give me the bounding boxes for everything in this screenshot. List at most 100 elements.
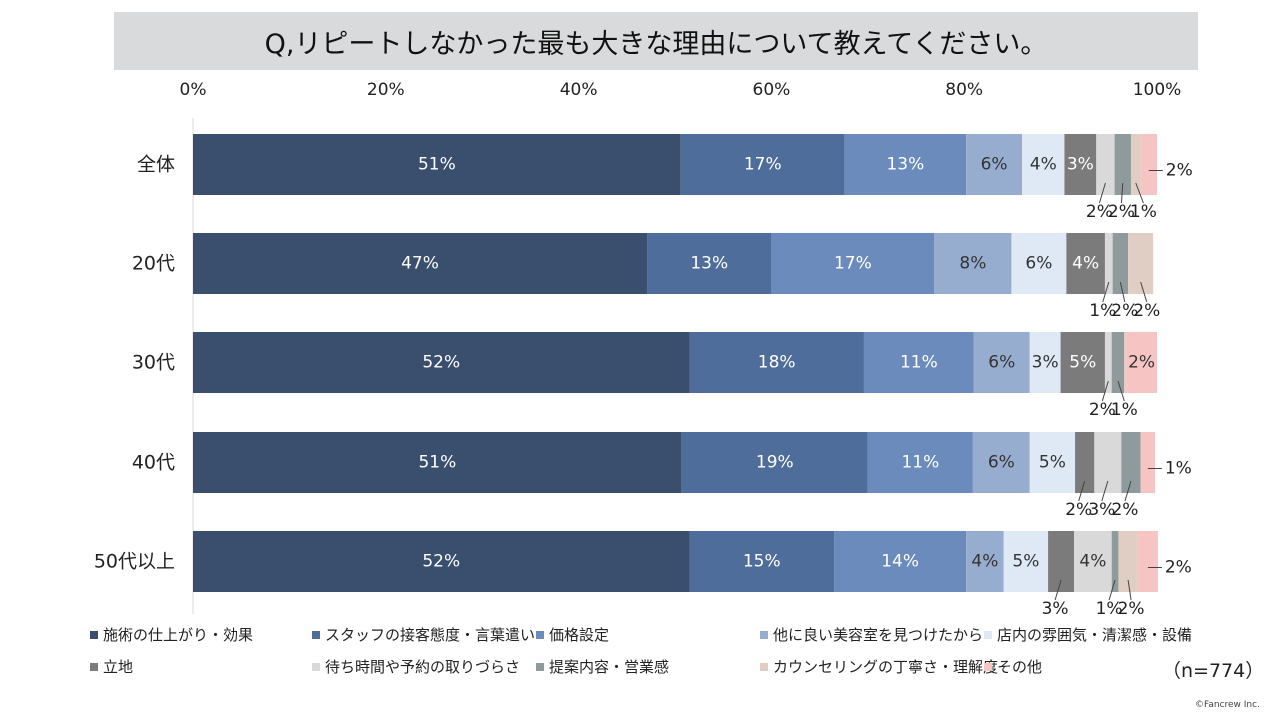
title-box: Q,リピートしなかった最も大きな理由について教えてください。 [114, 12, 1198, 70]
bar-segment [1003, 531, 1049, 592]
legend-item: その他 [984, 656, 1042, 677]
bar-segment [1075, 432, 1095, 493]
leader-line [1119, 281, 1126, 303]
bar-segment [193, 432, 682, 493]
bar-segment [966, 531, 1004, 592]
leader-line [1127, 579, 1132, 601]
legend-swatch [536, 662, 544, 671]
legend-label: 他に良い美容室を見つけたから [773, 626, 984, 644]
data-label: 3% [1042, 599, 1069, 619]
bar-segment [1128, 233, 1154, 294]
data-label: 2% [1165, 558, 1192, 578]
data-label: 1% [1165, 459, 1192, 479]
bar-segment [1140, 134, 1157, 195]
bar-segment [972, 432, 1030, 493]
data-label: 5% [1069, 353, 1096, 373]
data-label: 11% [901, 453, 939, 473]
data-label: 2% [1128, 353, 1155, 373]
data-label: 6% [988, 353, 1015, 373]
legend-item: 提案内容・営業感 [536, 656, 669, 677]
data-label: 4% [1030, 155, 1057, 175]
bar-segment [193, 134, 681, 195]
bar-segment [1104, 233, 1113, 294]
data-label: 2% [1111, 500, 1138, 520]
legend-swatch [760, 630, 768, 639]
bar-segment [1126, 332, 1157, 393]
data-label: 13% [886, 155, 924, 175]
bar-segment [1104, 332, 1112, 393]
data-label: 6% [1025, 254, 1052, 274]
leader-line [1120, 182, 1124, 204]
bar-segment [1130, 134, 1141, 195]
legend: 施術の仕上がり・効果 スタッフの接客態度・言葉遣い 価格設定 他に良い美容室を見つけた… [90, 624, 1200, 684]
data-label: 52% [422, 552, 460, 572]
data-label: 17% [834, 254, 872, 274]
data-label: 15% [743, 552, 781, 572]
bar-segment [1066, 233, 1105, 294]
bar-segment [1094, 432, 1122, 493]
bar-segment [193, 531, 690, 592]
bar-segment [1029, 332, 1061, 393]
sample-size-label: （n=774） [1162, 660, 1265, 682]
legend-swatch [536, 630, 544, 639]
legend-label: 待ち時間や予約の取りづらさ [325, 658, 521, 676]
data-label: 2% [1086, 202, 1113, 222]
category-label: 50代以上 [94, 551, 175, 573]
data-label: 1% [1130, 202, 1157, 222]
data-label: 4% [1072, 254, 1099, 274]
legend-label: 店内の雰囲気・清潔感・設備 [997, 626, 1193, 644]
data-label: 5% [1012, 552, 1039, 572]
bar-segment [1029, 432, 1076, 493]
leader-line [1124, 480, 1132, 502]
data-label: 11% [900, 353, 938, 373]
bar-segment [681, 432, 868, 493]
legend-label: その他 [997, 658, 1043, 676]
legend-item: スタッフの接客態度・言葉遣い [312, 624, 535, 645]
legend-label: 価格設定 [549, 626, 610, 644]
legend-swatch [760, 662, 768, 671]
bar-segment [1137, 531, 1158, 592]
leader-line [1098, 182, 1106, 204]
bar-segment [834, 531, 967, 592]
data-label: 8% [959, 254, 986, 274]
data-label: 4% [971, 552, 998, 572]
bar-segment [1111, 332, 1125, 393]
legend-swatch [984, 630, 992, 639]
bar-segment [1140, 432, 1156, 493]
legend-item: 待ち時間や予約の取りづらさ [312, 656, 520, 677]
data-label: 51% [418, 155, 456, 175]
bar-segment [680, 134, 845, 195]
leader-line [1117, 380, 1125, 402]
data-label: 17% [744, 155, 782, 175]
data-label: 47% [401, 254, 439, 274]
data-label: 6% [988, 453, 1015, 473]
x-tick-label: 40% [560, 80, 598, 100]
bar-segment [867, 432, 973, 493]
legend-swatch [90, 630, 98, 639]
bar-segment [1124, 332, 1127, 393]
leader-line [1140, 281, 1148, 303]
legend-label: スタッフの接客態度・言葉遣い [325, 626, 536, 644]
bar-segment [771, 233, 935, 294]
leader-line [1102, 281, 1110, 303]
x-tick-label: 0% [180, 80, 207, 100]
data-label: 3% [1088, 500, 1115, 520]
legend-label: カウンセリングの丁寧さ・理解度 [773, 658, 999, 676]
x-tick-label: 60% [753, 80, 791, 100]
bar-segment [689, 332, 864, 393]
legend-swatch [312, 662, 320, 671]
legend-item: 他に良い美容室を見つけたから [760, 624, 983, 645]
x-tick-label: 20% [367, 80, 405, 100]
bar-segment [973, 332, 1030, 393]
data-label: 51% [418, 453, 456, 473]
bar-segment [1118, 531, 1138, 592]
bar-segment [966, 134, 1023, 195]
data-label: 2% [1166, 161, 1193, 181]
bar-segment [1096, 134, 1115, 195]
category-label: 30代 [132, 352, 175, 374]
x-tick-label: 80% [945, 80, 983, 100]
legend-item: 立地 [90, 656, 133, 677]
bar-segment [844, 134, 967, 195]
data-label: 1% [1089, 301, 1116, 321]
chart-title: Q,リピートしなかった最も大きな理由について教えてください。 [264, 28, 1048, 60]
